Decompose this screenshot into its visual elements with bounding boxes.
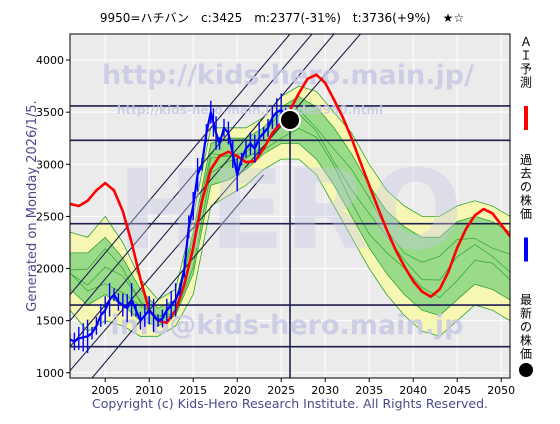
trend-line (70, 34, 361, 372)
copyright: Copyright (c) Kids-Hero Research Institu… (92, 396, 488, 411)
x-tick-label: 2050 (487, 384, 515, 397)
y-tick-label: 3000 (36, 158, 64, 171)
x-tick-label: 2045 (443, 384, 471, 397)
chart-title: 9950=ハチバン c:3425 m:2377(-31%) t:3736(+9%… (100, 11, 464, 25)
x-tick-label: 2035 (355, 384, 383, 397)
legend-swatch-dot (519, 363, 533, 377)
plot-frame (69, 33, 511, 379)
legend-label-char: 新 (520, 306, 532, 321)
legend-label-char: Ａ (520, 35, 532, 49)
price-line (70, 109, 291, 343)
legend-label-char: Ｉ (520, 49, 532, 63)
legend-label-char: 測 (520, 76, 532, 90)
y-tick-label: 2000 (36, 263, 64, 276)
trend-line (70, 34, 313, 322)
marker-layer (279, 109, 301, 131)
y-tick-label: 1500 (36, 315, 64, 328)
trend-layer (70, 34, 361, 378)
forecast-band (70, 96, 510, 326)
watermark-layer: http://kids-hero.main.jp/ http://kids-he… (102, 60, 474, 341)
y-tick-label: 2500 (36, 210, 64, 223)
tick-layer: 2005 2010 2015 2020 2025 2030 2035 2040 2045 2050… (36, 54, 515, 397)
x-tick-label: 2020 (223, 384, 251, 397)
watermark-url-sub: http://kids-hero.main.jp/code9950.html (117, 103, 383, 117)
trend-line (91, 174, 265, 378)
watermark-brand: HERO (117, 146, 462, 274)
level-layer (70, 105, 510, 378)
x-tick-label: 2040 (399, 384, 427, 397)
watermark-url-main: http://kids-hero.main.jp/ (102, 60, 474, 91)
legend-label-char: 株 (520, 193, 532, 208)
y-tick-label: 3500 (36, 106, 64, 119)
legend-label-char: の (520, 180, 532, 194)
band-upper-line (70, 85, 510, 301)
price-layer (70, 93, 291, 353)
current-price-dot (279, 109, 301, 131)
y-tick-label: 4000 (36, 54, 64, 67)
legend-label-char: 予 (520, 62, 532, 76)
legend-label-char: 価 (520, 347, 532, 361)
legend-label-char: 価 (520, 207, 532, 221)
x-tick-label: 2025 (267, 384, 295, 397)
legend-label-char: の (520, 320, 532, 334)
x-tick-label: 2015 (179, 384, 207, 397)
legend-label-char: 株 (520, 333, 532, 348)
x-tick-label: 2010 (135, 384, 163, 397)
side-label: Generated on Monday 2026/1/5. (25, 100, 40, 311)
watermark-email: info@kids-hero.main.jp (111, 310, 464, 341)
trend-line (70, 34, 291, 295)
legend-label-char: 過 (520, 153, 532, 167)
legend-label-char: 去 (520, 167, 532, 181)
x-tick-label: 2030 (311, 384, 339, 397)
legend-label-char: 最 (520, 293, 532, 307)
y-tick-label: 1000 (36, 367, 64, 380)
x-tick-label: 2005 (91, 384, 119, 397)
